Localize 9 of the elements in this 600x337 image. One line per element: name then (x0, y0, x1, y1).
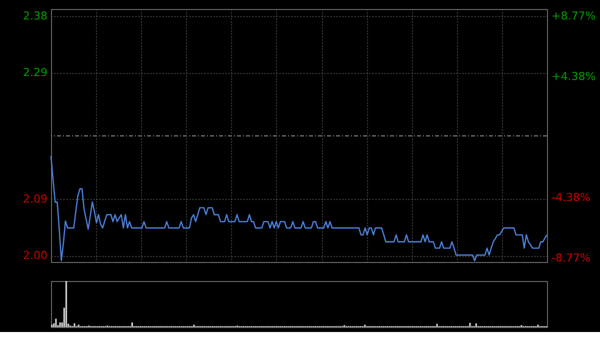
y-tick-label: 2.00 (23, 249, 48, 262)
y2-tick-label: -4.38% (552, 191, 590, 204)
y-tick-label: 2.09 (23, 192, 48, 206)
y-tick-label: 2.29 (23, 66, 48, 80)
y-tick-label: 2.38 (23, 9, 48, 22)
y2-tick-label: +4.38% (552, 70, 596, 84)
y2-tick-label: -8.77% (552, 252, 590, 265)
y2-tick-label: +8.77% (552, 10, 596, 23)
line-series (50, 155, 548, 262)
